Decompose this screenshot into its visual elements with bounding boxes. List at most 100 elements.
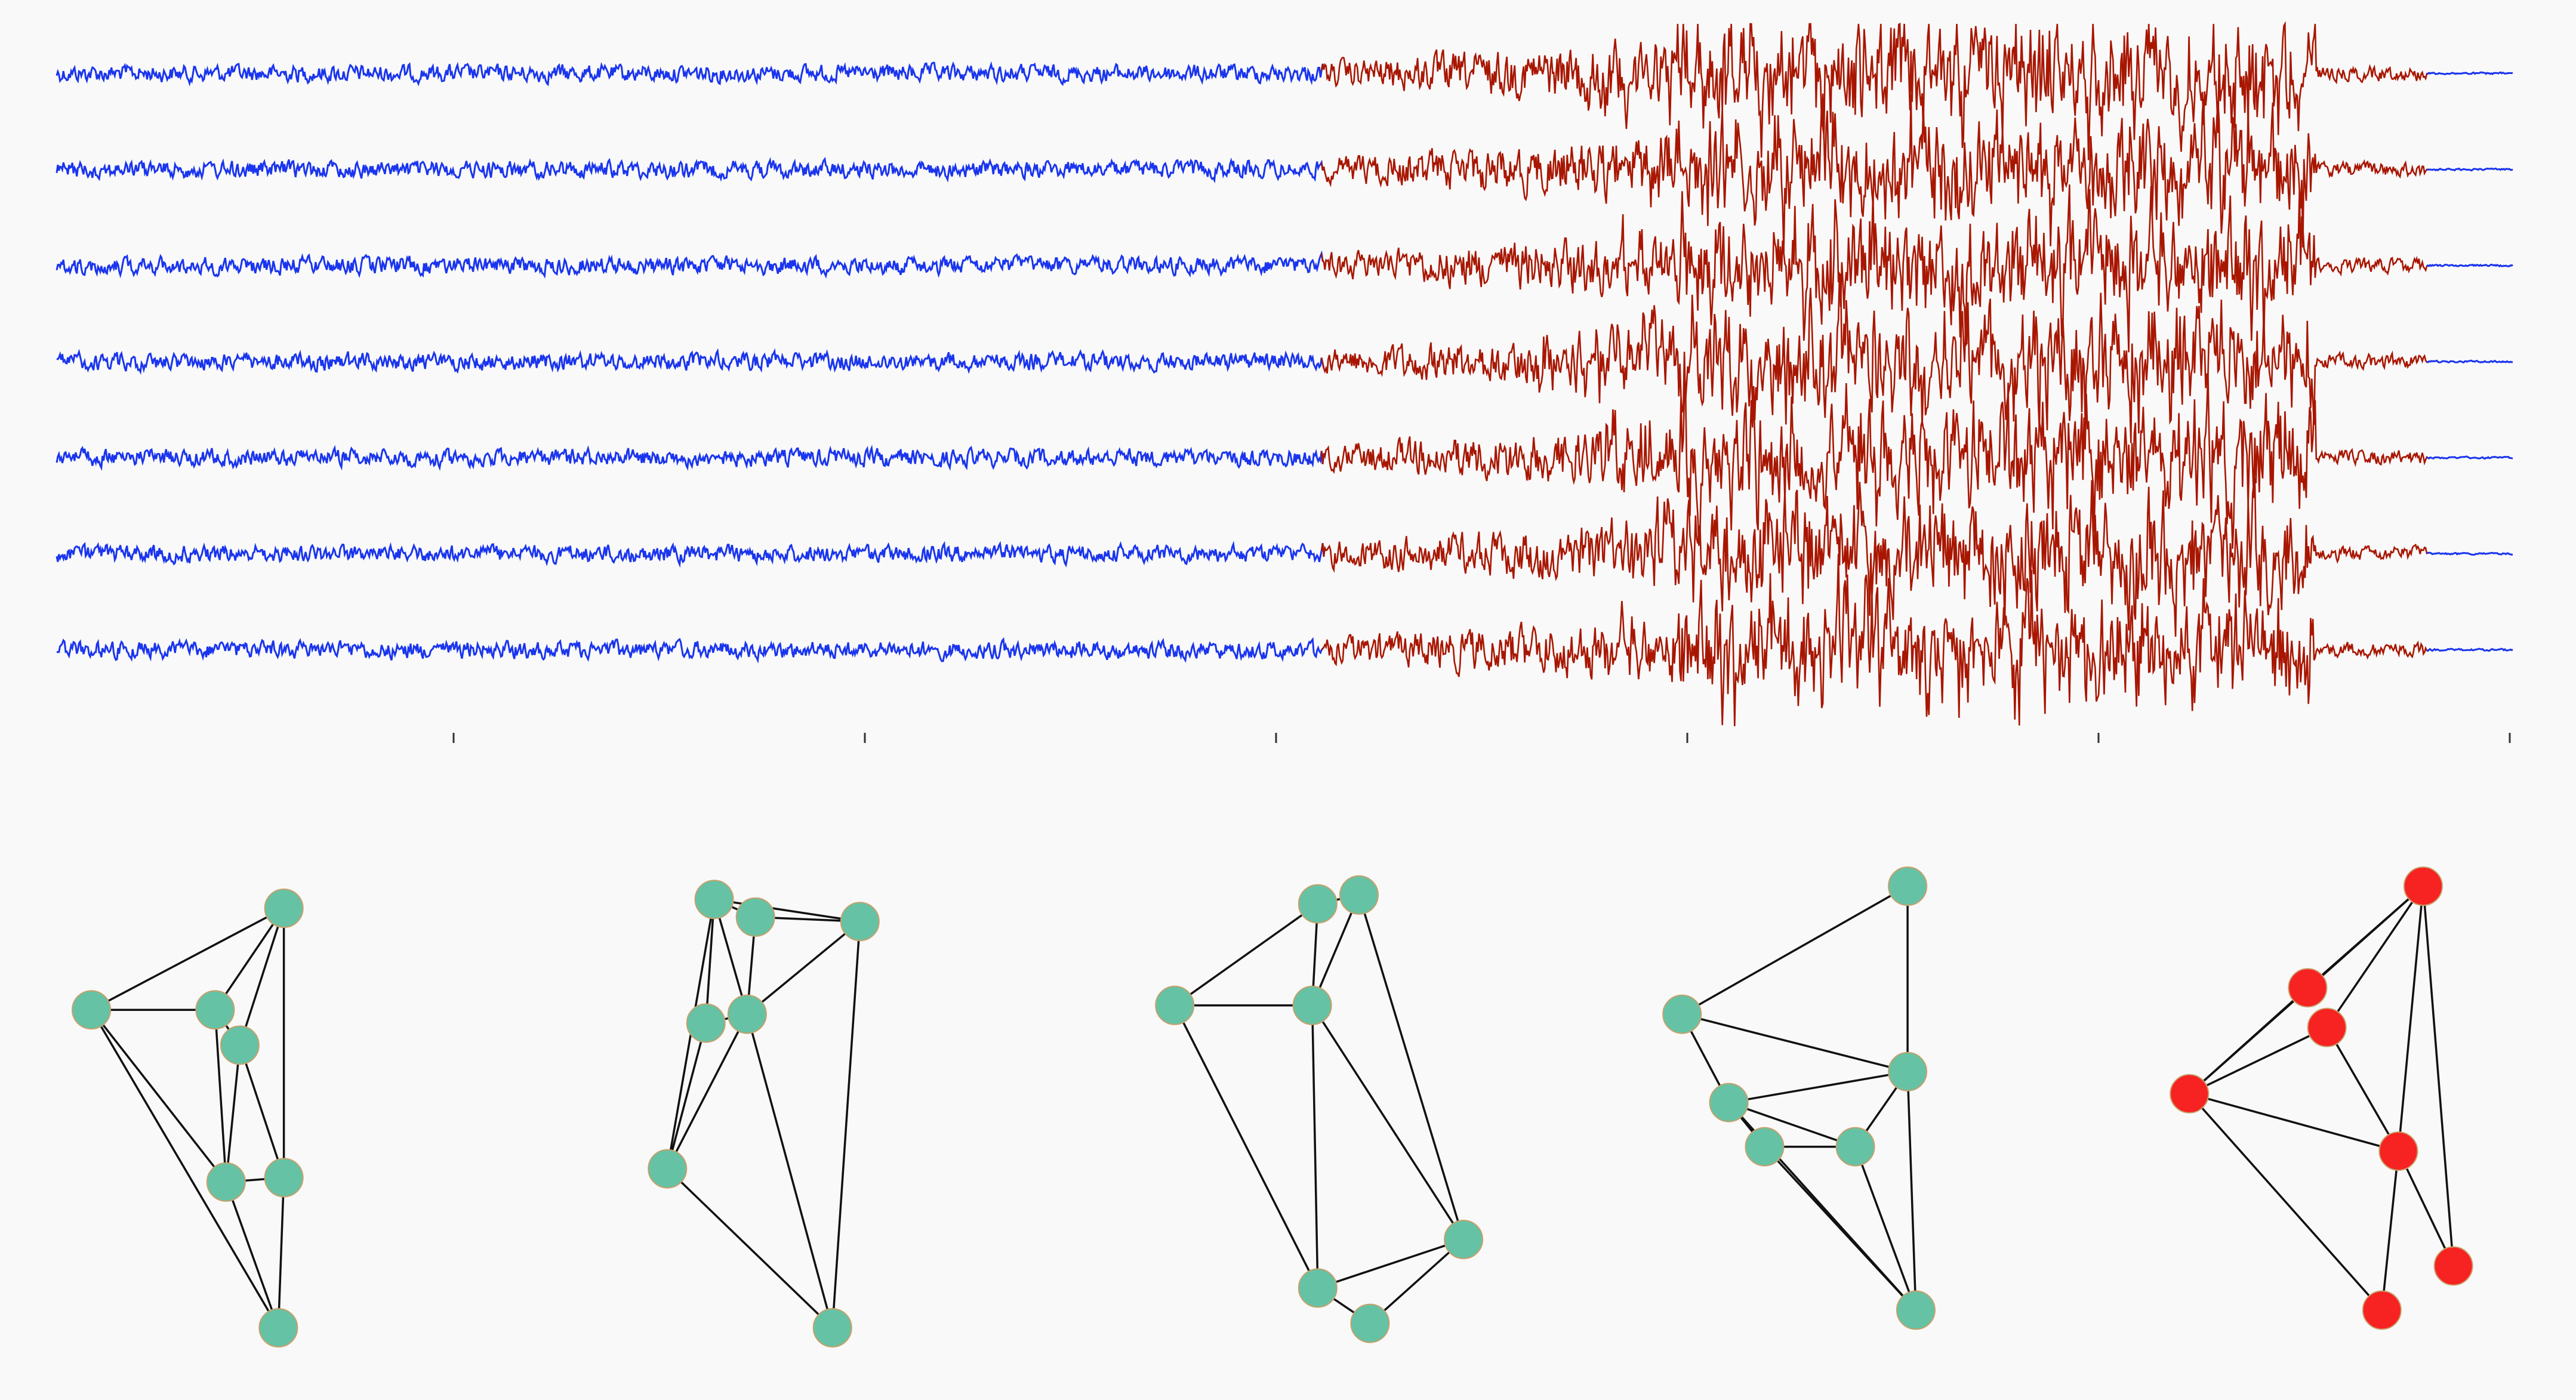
graph-node: [2433, 1246, 2473, 1286]
eeg-channel-7: [56, 554, 2513, 726]
graph-node: [1339, 875, 1379, 915]
graph-edge: [713, 899, 748, 1015]
eeg-channel-3: [56, 184, 2513, 353]
graph-node: [1444, 1220, 1484, 1259]
graph-node: [694, 880, 734, 920]
graph-edge: [2326, 886, 2424, 1028]
graph-node: [735, 897, 775, 937]
graph-edge: [91, 907, 285, 1011]
seizure-segment: [1320, 477, 2429, 637]
connectivity-graph-1: [72, 889, 304, 1347]
seizure-segment: [1320, 184, 2430, 353]
graph-edge: [714, 898, 861, 923]
seizure-segment: [1320, 94, 2429, 253]
eeg-channel-1: [56, 21, 2513, 161]
graph-node: [72, 990, 112, 1030]
graph-edge: [1681, 1013, 1908, 1073]
graph-edge: [2381, 1151, 2400, 1310]
graph-edge: [225, 1045, 241, 1182]
connectivity-graph-3: [1155, 875, 1484, 1343]
graph-edge: [746, 1014, 834, 1328]
graph-edge: [1317, 1238, 1464, 1290]
post-baseline-segment: [2426, 263, 2513, 268]
graph-edge: [831, 921, 861, 1328]
graph-node: [2170, 1074, 2210, 1114]
graph-edge: [2189, 986, 2309, 1095]
graph-edge: [2397, 1151, 2455, 1267]
seizure-segment: [1320, 271, 2430, 443]
graph-node: [686, 1003, 726, 1043]
connectivity-graph-2: [648, 880, 880, 1347]
graph-node: [1888, 866, 1928, 906]
graph-node: [1709, 1083, 1749, 1123]
graph-edge: [666, 1022, 707, 1170]
graph-node: [1155, 985, 1195, 1025]
graph-edge: [1311, 1004, 1465, 1240]
graph-edge: [277, 1177, 285, 1328]
graph-edge: [1173, 1005, 1319, 1289]
graph-node: [195, 990, 235, 1030]
graph-edge: [1764, 1146, 1917, 1311]
x-axis-ticks: [452, 733, 2511, 743]
connectivity-graphs-panel: [72, 866, 2473, 1347]
graph-edge: [2397, 886, 2424, 1152]
graph-node: [2307, 1007, 2347, 1047]
graph-node: [1896, 1290, 1936, 1330]
graph-node: [1298, 1268, 1338, 1308]
post-baseline-segment: [2426, 647, 2513, 652]
graph-node: [2288, 968, 2328, 1008]
graph-edge: [1728, 1101, 1856, 1148]
eeg-channel-6: [56, 477, 2513, 637]
eeg-channel-2: [56, 94, 2513, 253]
graph-node: [2362, 1290, 2402, 1330]
post-baseline-segment: [2426, 359, 2513, 364]
graph-node: [1298, 884, 1338, 924]
graph-node: [2378, 1131, 2418, 1171]
graph-edge: [214, 1010, 227, 1182]
eeg-channel-5: [56, 372, 2513, 549]
graph-node: [1835, 1127, 1875, 1167]
graph-edge: [90, 1009, 227, 1183]
connectivity-graph-4: [1662, 866, 1936, 1330]
graph-edge: [746, 920, 861, 1015]
graph-edge: [1728, 1071, 1908, 1104]
baseline-segment: [56, 445, 1325, 471]
graph-node: [206, 1162, 246, 1202]
graph-node: [264, 889, 304, 928]
graph-edge: [90, 1009, 279, 1328]
graph-node: [648, 1149, 688, 1189]
graph-edge: [2189, 1026, 2328, 1095]
graph-edge: [1369, 1238, 1465, 1324]
seizure-segment: [1320, 372, 2430, 549]
graph-edge: [1906, 1071, 1917, 1310]
post-baseline-segment: [2426, 167, 2513, 172]
baseline-segment: [56, 637, 1325, 664]
baseline-segment: [56, 250, 1325, 279]
post-baseline-segment: [2426, 551, 2513, 556]
graph-edge: [2189, 1093, 2399, 1152]
graph-edge: [225, 1182, 280, 1328]
graph-edge: [2326, 1026, 2399, 1152]
graph-node: [264, 1158, 304, 1198]
graph-edge: [1311, 1005, 1319, 1288]
graph-node: [1662, 994, 1702, 1034]
graph-edge: [705, 899, 716, 1023]
baseline-segment: [56, 156, 1325, 184]
baseline-segment: [56, 61, 1325, 87]
graph-node: [1292, 985, 1332, 1025]
graph-edge: [2188, 1093, 2383, 1311]
graph-node: [1350, 1303, 1390, 1343]
graph-edge: [239, 908, 285, 1046]
post-baseline-segment: [2426, 71, 2513, 76]
graph-node: [2403, 866, 2443, 906]
graph-edge: [239, 1044, 285, 1178]
graph-node: [812, 1308, 852, 1347]
graph-node: [727, 994, 767, 1034]
graph-edge: [666, 1013, 748, 1170]
graph-edge: [667, 1168, 833, 1329]
eeg-channel-4: [56, 271, 2513, 443]
baseline-segment: [56, 541, 1325, 568]
graph-node: [258, 1308, 298, 1347]
baseline-segment: [56, 348, 1325, 375]
